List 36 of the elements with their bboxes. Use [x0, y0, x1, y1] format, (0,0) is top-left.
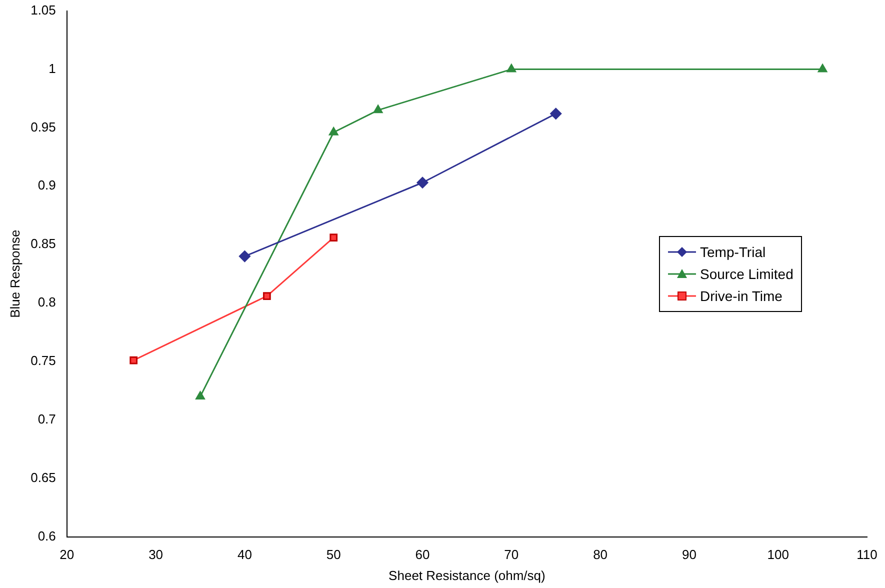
x-tick-label: 100 [767, 547, 789, 562]
y-tick-label: 0.95 [30, 119, 56, 134]
x-tick-label: 50 [326, 547, 341, 562]
x-tick-label: 70 [504, 547, 519, 562]
point [130, 356, 138, 364]
point [196, 391, 205, 400]
x-tick-label: 40 [237, 547, 252, 562]
legend-label: Source Limited [700, 266, 794, 282]
point [238, 250, 250, 262]
y-tick-label: 1 [48, 60, 56, 76]
y-tick-label: 0.6 [38, 528, 56, 544]
x-tick-label: 90 [682, 547, 696, 562]
point [328, 127, 338, 136]
point [330, 234, 338, 242]
x-tick-label: 20 [60, 547, 74, 562]
x-tick-label: 80 [593, 547, 608, 562]
point [550, 108, 562, 120]
x-tick-label: 30 [148, 547, 164, 562]
y-axis-title: Blue Response [7, 230, 22, 318]
y-tick-label: 0.9 [38, 178, 56, 193]
x-axis-title: Sheet Resistance (ohm/sq) [388, 568, 546, 583]
y-tick-label: 0.75 [30, 353, 56, 368]
legend-label: Temp-Trial [700, 244, 766, 260]
point [818, 64, 828, 72]
y-tick-label: 0.8 [38, 294, 56, 310]
point [262, 292, 271, 300]
point [506, 64, 516, 72]
y-tick-label: 0.85 [30, 236, 56, 252]
y-tick-label: 1.05 [30, 2, 56, 18]
x-tick-label: 110 [856, 547, 878, 562]
y-tick-label: 0.65 [30, 470, 56, 485]
legend-label: Drive-in Time [700, 288, 782, 304]
y-tick-label: 0.7 [38, 411, 56, 426]
point [416, 176, 428, 188]
point [373, 104, 383, 114]
x-tick-label: 60 [415, 547, 430, 562]
